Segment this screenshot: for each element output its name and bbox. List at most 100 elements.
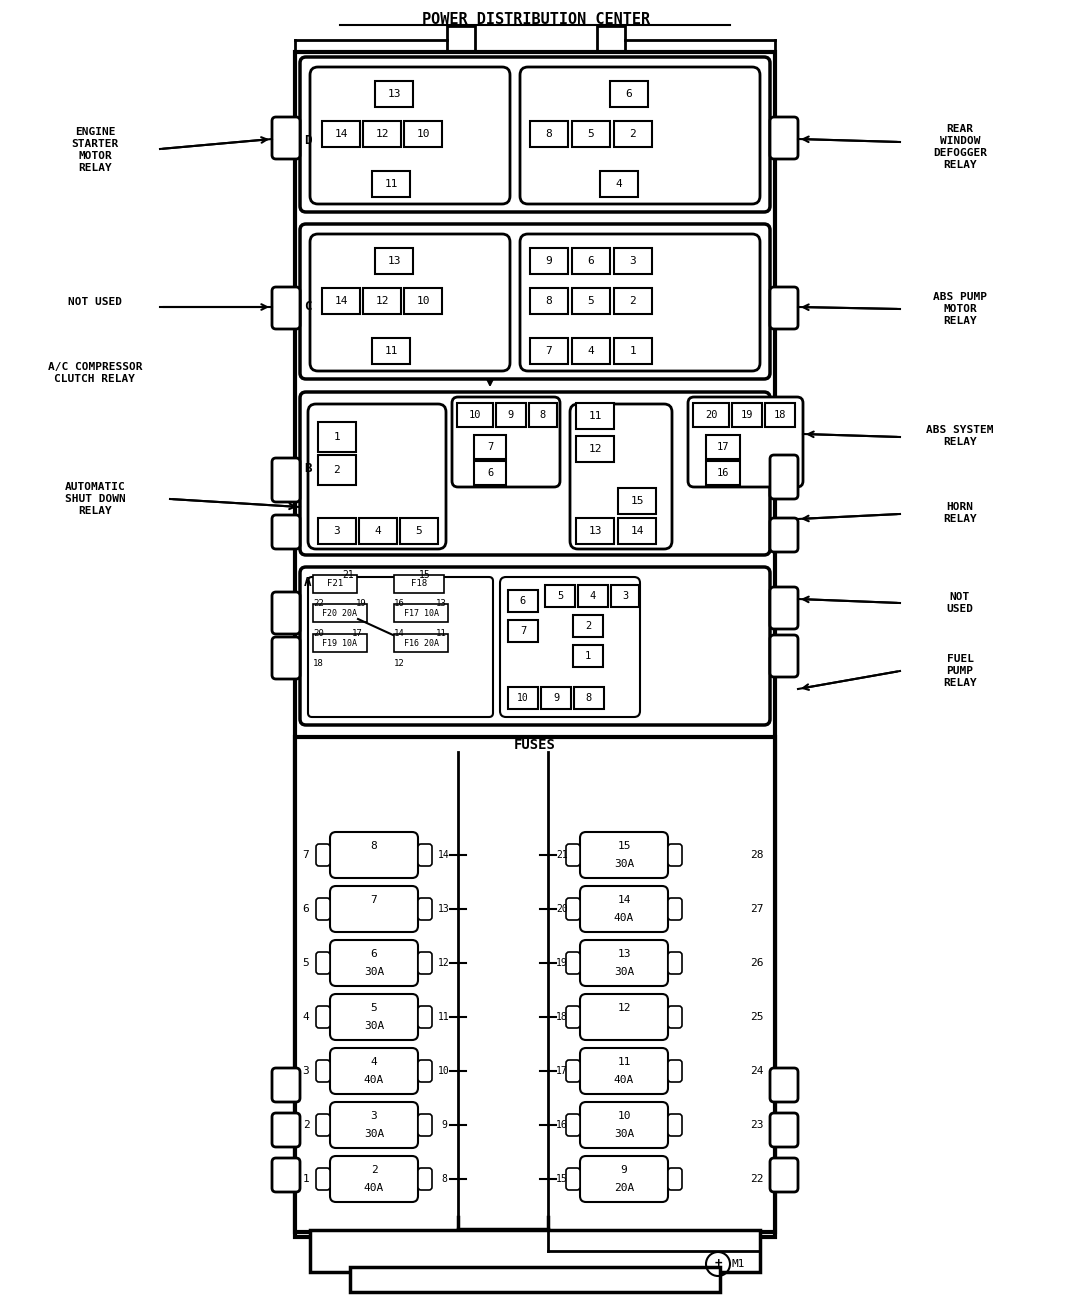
Text: RELAY: RELAY — [943, 159, 977, 170]
FancyBboxPatch shape — [272, 592, 300, 634]
Text: ABS PUMP: ABS PUMP — [933, 291, 987, 302]
Bar — [508, 687, 538, 708]
Bar — [528, 403, 557, 427]
FancyBboxPatch shape — [300, 392, 770, 555]
FancyBboxPatch shape — [330, 833, 418, 878]
Bar — [313, 575, 357, 593]
Text: D: D — [304, 133, 312, 146]
Text: 10: 10 — [468, 410, 481, 420]
Text: 17: 17 — [352, 629, 362, 638]
FancyBboxPatch shape — [330, 995, 418, 1040]
Bar — [574, 687, 604, 708]
Text: HORN: HORN — [947, 502, 973, 512]
Bar — [508, 620, 538, 642]
Text: 11: 11 — [436, 629, 447, 638]
Bar — [474, 461, 506, 485]
Text: 13: 13 — [617, 949, 630, 959]
FancyBboxPatch shape — [566, 898, 580, 920]
Text: FUSES: FUSES — [515, 738, 556, 752]
FancyBboxPatch shape — [566, 1006, 580, 1029]
Text: 13: 13 — [387, 89, 401, 99]
Text: 9: 9 — [553, 693, 560, 703]
FancyBboxPatch shape — [316, 1168, 330, 1189]
FancyBboxPatch shape — [308, 576, 493, 718]
Text: 9: 9 — [508, 410, 515, 420]
Text: 6: 6 — [371, 949, 377, 959]
Text: 16: 16 — [394, 600, 405, 609]
Bar — [530, 122, 568, 146]
Text: 12: 12 — [438, 958, 450, 968]
Text: 13: 13 — [436, 600, 447, 609]
Text: MOTOR: MOTOR — [78, 152, 111, 161]
Bar — [574, 616, 602, 637]
Bar — [363, 288, 401, 314]
Text: 16: 16 — [556, 1120, 568, 1131]
FancyBboxPatch shape — [668, 951, 682, 974]
FancyBboxPatch shape — [770, 1114, 798, 1148]
Text: 30A: 30A — [614, 1129, 635, 1138]
FancyBboxPatch shape — [770, 518, 798, 552]
Text: 11: 11 — [589, 410, 601, 421]
Bar — [457, 403, 493, 427]
Text: NOT: NOT — [950, 592, 970, 603]
Text: 15: 15 — [556, 1174, 568, 1184]
Bar — [530, 288, 568, 314]
FancyBboxPatch shape — [330, 1048, 418, 1094]
Bar — [576, 403, 614, 429]
Bar — [372, 339, 410, 365]
Text: 10: 10 — [416, 295, 430, 306]
Text: RELAY: RELAY — [943, 437, 977, 447]
Text: 3: 3 — [622, 591, 628, 601]
Text: 6: 6 — [520, 596, 526, 606]
Bar — [611, 586, 639, 606]
Text: 9: 9 — [621, 1165, 627, 1175]
Text: 21: 21 — [342, 570, 354, 580]
Text: M1: M1 — [731, 1259, 745, 1269]
FancyBboxPatch shape — [272, 1158, 300, 1192]
FancyBboxPatch shape — [310, 67, 510, 204]
Text: 25: 25 — [750, 1012, 763, 1022]
Text: 2: 2 — [585, 621, 591, 631]
Bar — [545, 586, 575, 606]
Text: 17: 17 — [717, 442, 729, 452]
Bar — [578, 586, 608, 606]
FancyBboxPatch shape — [668, 1168, 682, 1189]
Bar — [614, 248, 652, 274]
Text: 20: 20 — [313, 629, 324, 638]
Bar — [313, 634, 367, 652]
Bar — [572, 122, 610, 146]
Text: 5: 5 — [302, 958, 310, 968]
Text: 15: 15 — [617, 840, 630, 851]
FancyBboxPatch shape — [330, 1102, 418, 1148]
Bar — [508, 589, 538, 612]
Text: 10: 10 — [438, 1067, 450, 1076]
Bar — [572, 339, 610, 365]
FancyBboxPatch shape — [418, 1168, 432, 1189]
Text: 16: 16 — [717, 468, 729, 478]
FancyBboxPatch shape — [316, 1006, 330, 1029]
Text: 14: 14 — [334, 295, 347, 306]
Text: MOTOR: MOTOR — [943, 305, 977, 314]
Text: 10: 10 — [517, 693, 528, 703]
Bar — [310, 1230, 760, 1272]
Text: 2: 2 — [371, 1165, 377, 1175]
Bar — [404, 122, 442, 146]
Text: RELAY: RELAY — [943, 514, 977, 524]
Text: 13: 13 — [387, 256, 401, 267]
Text: 30A: 30A — [614, 967, 635, 978]
Text: 14: 14 — [334, 129, 347, 139]
Text: 30A: 30A — [614, 859, 635, 869]
Bar — [322, 122, 360, 146]
Text: 4: 4 — [374, 525, 382, 536]
Text: 1: 1 — [333, 433, 341, 442]
FancyBboxPatch shape — [330, 886, 418, 932]
Text: 4: 4 — [302, 1012, 310, 1022]
Text: 10: 10 — [617, 1111, 630, 1121]
Bar — [447, 26, 475, 54]
Text: 8: 8 — [586, 693, 592, 703]
Text: 19: 19 — [356, 600, 367, 609]
Bar — [765, 403, 795, 427]
Bar — [394, 634, 448, 652]
Text: USED: USED — [947, 604, 973, 614]
Text: A: A — [304, 575, 312, 588]
